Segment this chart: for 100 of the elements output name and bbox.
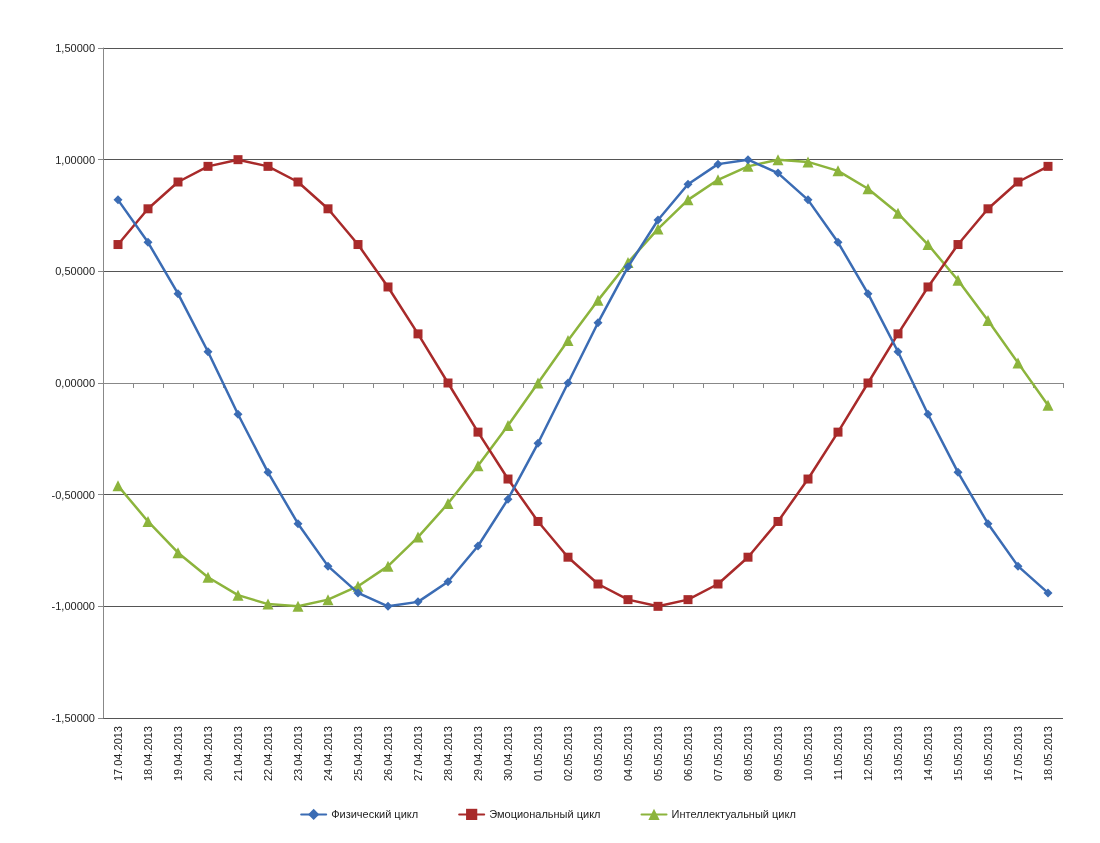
point: [922, 239, 934, 251]
point: [1042, 399, 1054, 411]
point: [203, 161, 213, 171]
point: [472, 460, 484, 472]
x-tick-label: 24.04.2013: [322, 726, 334, 782]
x-tick-label: 07.05.2013: [712, 726, 724, 782]
point: [743, 552, 753, 562]
point: [712, 174, 724, 186]
point: [113, 195, 123, 205]
point: [383, 601, 393, 611]
point: [773, 168, 783, 178]
point: [863, 378, 873, 388]
point: [983, 204, 993, 214]
point: [503, 494, 513, 504]
point: [353, 588, 363, 598]
point: [563, 552, 573, 562]
point: [473, 541, 483, 551]
point: [683, 179, 693, 189]
point: [1012, 357, 1024, 369]
point: [262, 598, 274, 610]
point: [862, 183, 874, 195]
point: [953, 467, 963, 477]
point: [833, 427, 843, 437]
point: [863, 289, 873, 299]
point: [323, 561, 333, 571]
point: [593, 318, 603, 328]
point: [323, 204, 333, 214]
x-tick-label: 02.05.2013: [562, 726, 574, 782]
x-tick-label: 01.05.2013: [532, 726, 544, 782]
point: [383, 282, 393, 292]
x-tick-label: 29.04.2013: [472, 726, 484, 782]
y-tick-label: -0,50000: [51, 488, 95, 501]
point: [653, 215, 663, 225]
point: [923, 409, 933, 419]
x-tick-label: 18.04.2013: [142, 726, 154, 782]
point: [263, 467, 273, 477]
point: [203, 347, 213, 357]
x-tick-label: 16.05.2013: [982, 726, 994, 782]
point: [803, 195, 813, 205]
point: [172, 547, 184, 559]
point: [772, 154, 784, 166]
point: [713, 159, 723, 169]
point: [173, 177, 183, 187]
point: [682, 194, 694, 206]
point: [593, 579, 603, 589]
point: [173, 289, 183, 299]
point: [803, 474, 813, 484]
x-tick-label: 17.05.2013: [1012, 726, 1024, 782]
y-tick-label: 1,50000: [55, 42, 95, 54]
point: [563, 378, 573, 388]
legend-label: Физический цикл: [331, 808, 419, 821]
point: [893, 329, 903, 339]
x-tick-label: 22.04.2013: [262, 726, 274, 782]
x-tick-label: 14.05.2013: [922, 726, 934, 782]
point: [442, 498, 454, 510]
point: [443, 378, 453, 388]
point: [533, 516, 543, 526]
point: [232, 589, 244, 601]
x-tick-label: 11.05.2013: [832, 726, 844, 781]
point: [653, 601, 663, 611]
point: [233, 409, 243, 419]
point: [353, 240, 363, 250]
x-tick-label: 27.04.2013: [412, 726, 424, 782]
x-tick-label: 23.04.2013: [292, 726, 304, 782]
point: [382, 560, 394, 572]
point: [142, 515, 154, 527]
y-tick-label: 1,00000: [55, 153, 95, 166]
point: [623, 262, 633, 272]
point: [322, 594, 334, 606]
point: [293, 177, 303, 187]
y-tick-label: 0,00000: [55, 377, 95, 389]
x-tick-label: 26.04.2013: [382, 726, 394, 782]
point: [713, 579, 723, 589]
point: [502, 419, 514, 431]
point: [202, 571, 214, 583]
y-tick-label: 0,50000: [55, 265, 95, 278]
point: [832, 165, 844, 177]
point: [1043, 161, 1053, 171]
point: [263, 161, 273, 171]
point: [443, 577, 453, 587]
point: [773, 516, 783, 526]
x-tick-label: 09.05.2013: [772, 726, 784, 782]
y-tick-label: -1,50000: [51, 712, 95, 724]
x-tick-label: 12.05.2013: [862, 726, 874, 782]
x-tick-label: 20.04.2013: [202, 726, 214, 782]
x-tick-label: 05.05.2013: [652, 726, 664, 782]
x-tick-label: 03.05.2013: [592, 726, 604, 782]
x-tick-label: 15.05.2013: [952, 726, 964, 782]
x-tick-label: 30.04.2013: [502, 726, 514, 782]
point: [293, 519, 303, 529]
point: [143, 237, 153, 247]
point: [833, 237, 843, 247]
point: [743, 155, 753, 165]
point: [143, 204, 153, 214]
point: [503, 474, 513, 484]
point: [233, 155, 243, 165]
legend-label: Эмоциональный цикл: [489, 808, 601, 821]
x-tick-label: 13.05.2013: [892, 726, 904, 782]
point: [952, 274, 964, 286]
point: [683, 595, 693, 605]
